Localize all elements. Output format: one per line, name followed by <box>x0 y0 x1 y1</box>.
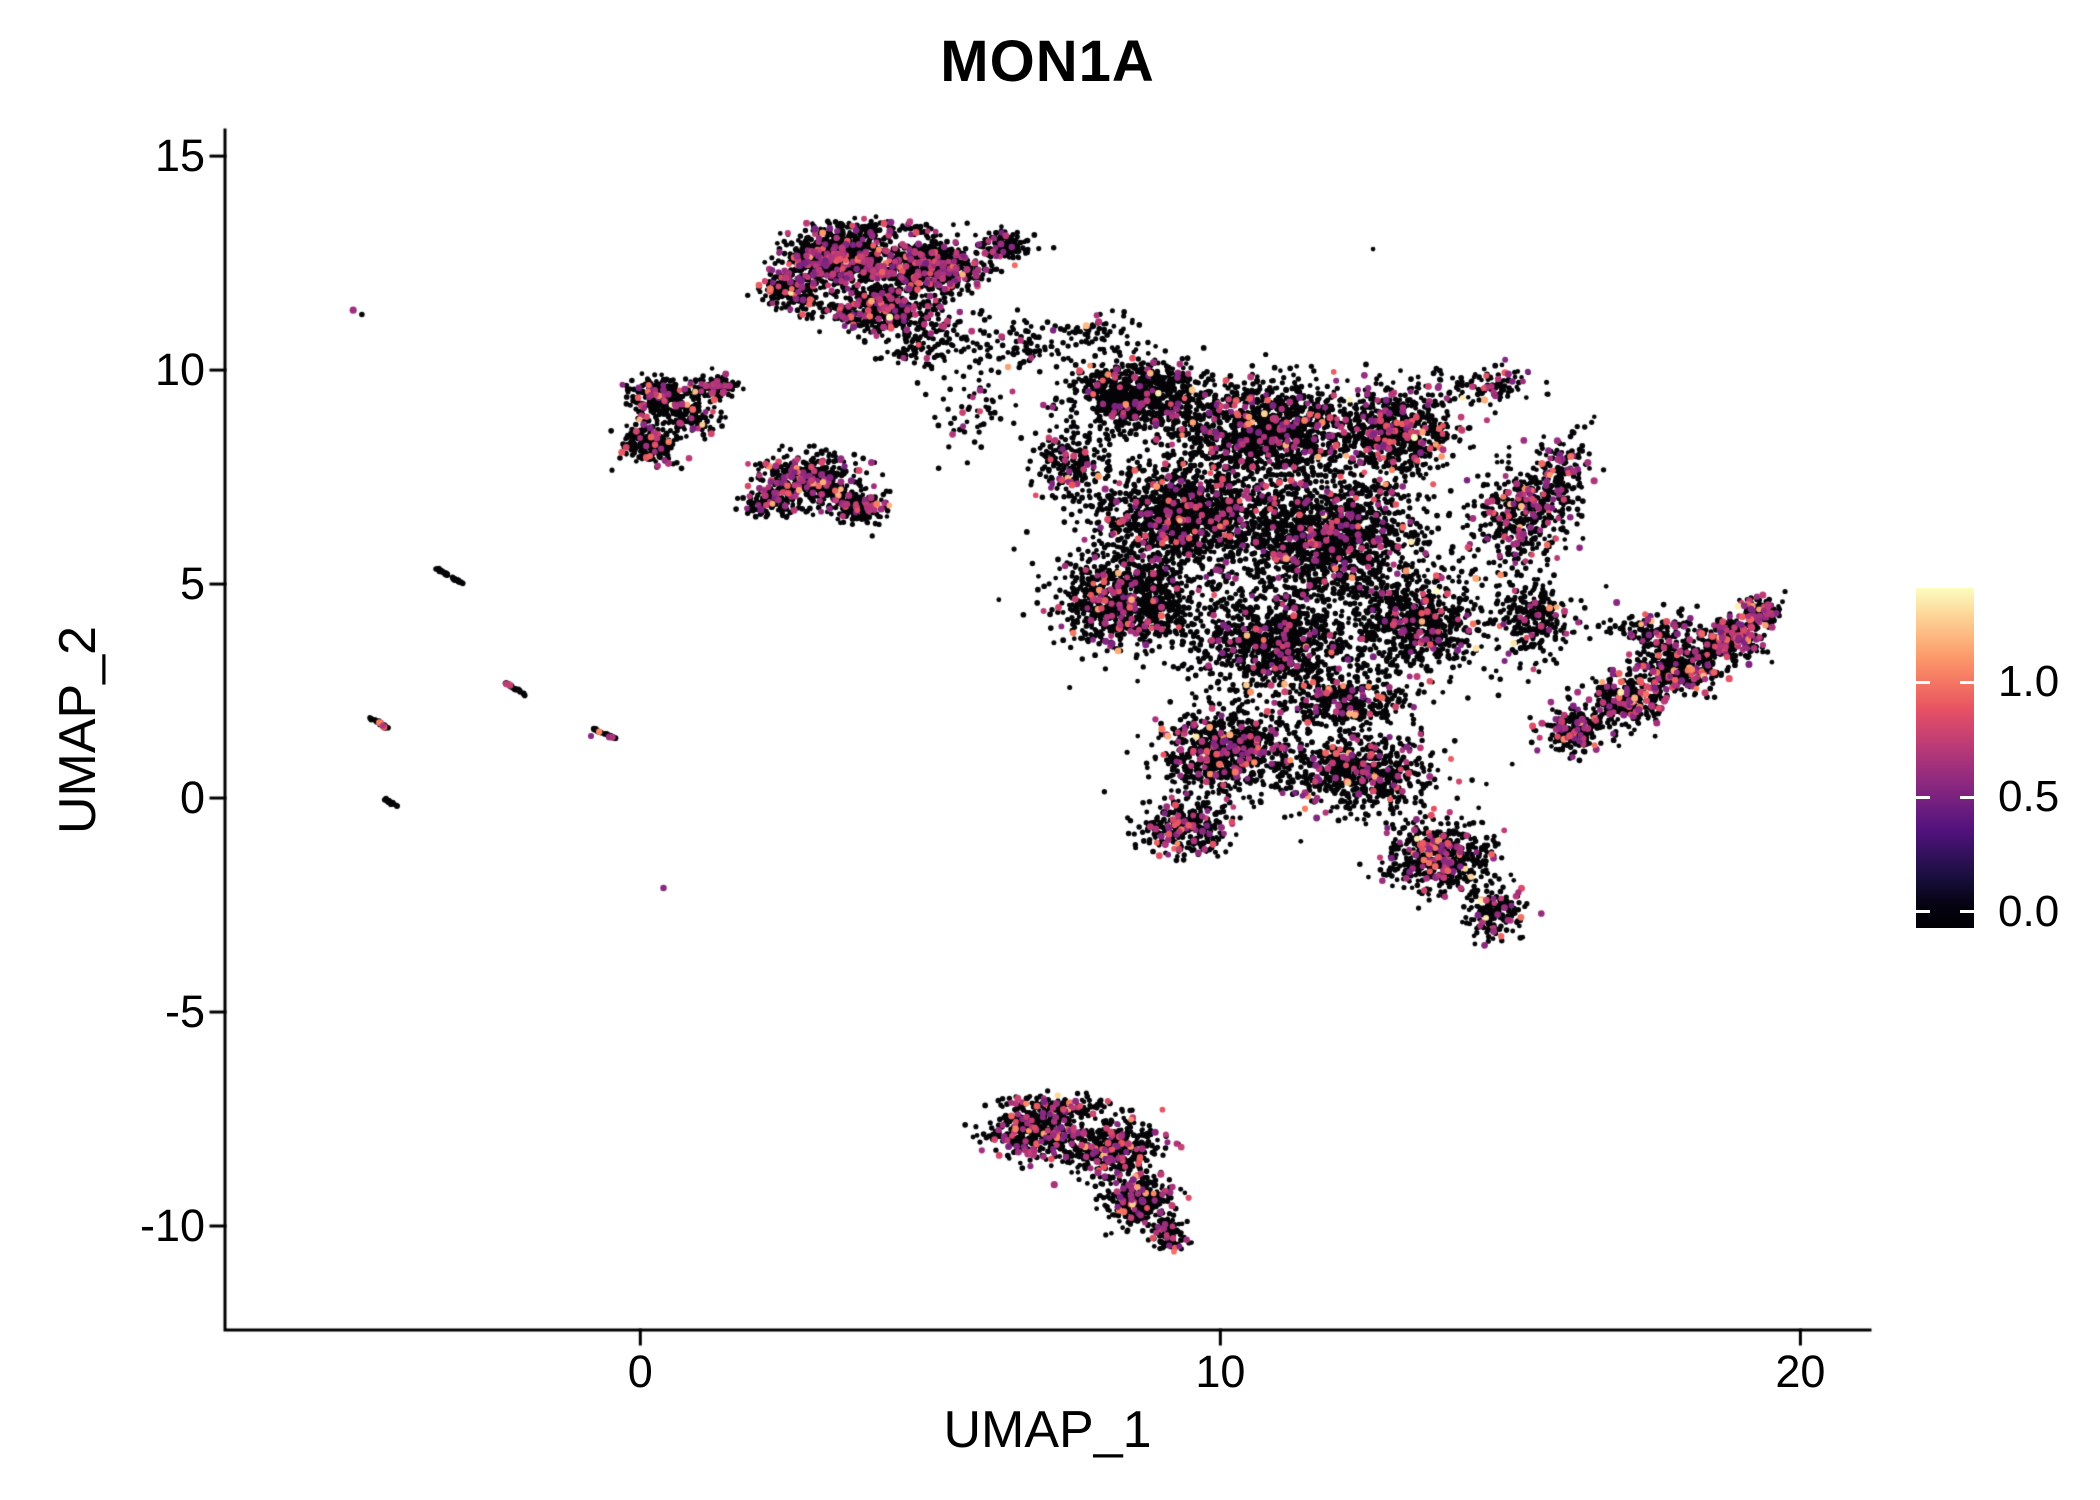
y-tick-label: -5 <box>164 986 205 1038</box>
x-axis-label: UMAP_1 <box>943 1401 1152 1459</box>
colorbar-tick-label: 0.5 <box>1998 772 2060 822</box>
colorbar-tick-mark <box>1916 910 1930 914</box>
colorbar-tick-mark <box>1916 680 1930 684</box>
colorbar-tick-mark <box>1916 795 1930 799</box>
colorbar-tick-mark <box>1960 910 1974 914</box>
y-tick-label: -10 <box>139 1200 205 1251</box>
colorbar-tick-label: 1.0 <box>1998 657 2060 707</box>
x-tick-label: 20 <box>1775 1346 1826 1397</box>
colorbar-tick-mark <box>1960 795 1974 799</box>
y-tick-label: 0 <box>179 772 205 824</box>
x-tick-label: 10 <box>1195 1346 1246 1397</box>
y-tick-label: 10 <box>154 344 205 396</box>
colorbar-tick-label: 0.0 <box>1998 886 2060 936</box>
colorbar-gradient <box>1916 588 1974 928</box>
plot-title: MON1A <box>940 29 1155 94</box>
x-tick-label: 0 <box>627 1346 653 1397</box>
colorbar-tick-mark <box>1960 680 1974 684</box>
y-tick-label: 5 <box>179 558 205 610</box>
y-tick-label: 15 <box>154 130 205 182</box>
